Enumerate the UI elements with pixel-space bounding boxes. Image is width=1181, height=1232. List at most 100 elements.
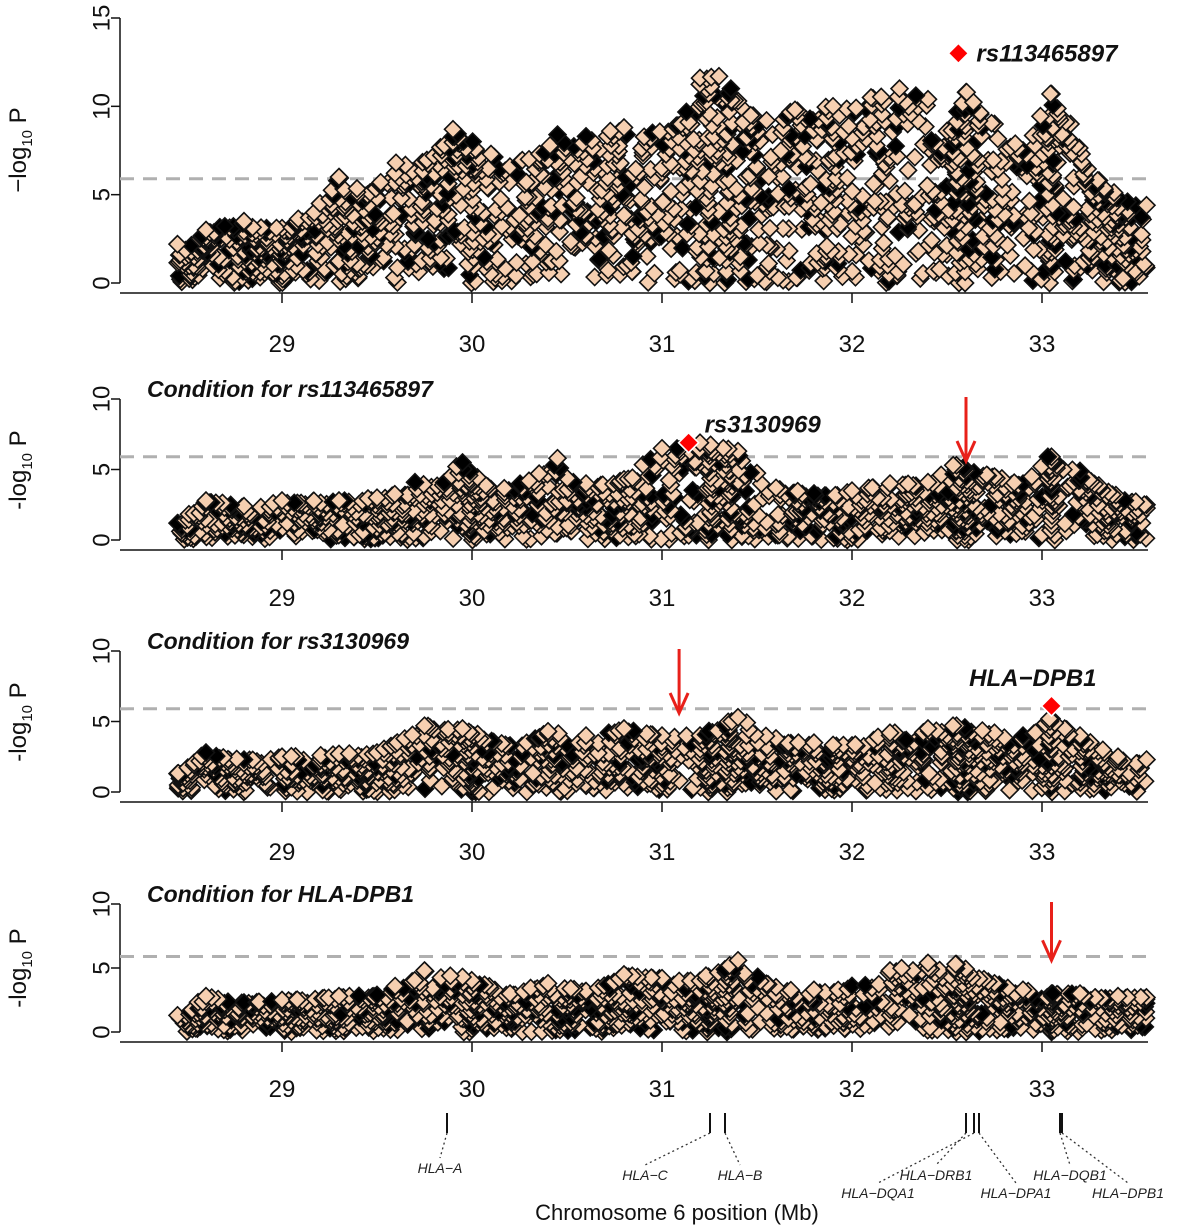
x-tick-label: 29 xyxy=(269,585,296,612)
snp-point xyxy=(1113,268,1133,289)
snp-point xyxy=(215,216,235,236)
x-tick-label: 29 xyxy=(269,839,296,866)
snp-points xyxy=(167,707,1157,802)
y-tick-label: 0 xyxy=(89,276,116,289)
snp-point xyxy=(1019,191,1040,211)
snp-point xyxy=(623,246,643,266)
y-tick-label: 0 xyxy=(89,1025,116,1038)
y-tick-label: 10 xyxy=(89,386,116,413)
peak-snp-label: rs3130969 xyxy=(705,412,822,439)
y-axis-label-end: P xyxy=(5,107,32,130)
y-tick-label: 0 xyxy=(89,533,116,546)
y-tick-label: 10 xyxy=(89,93,116,120)
x-tick-label: 29 xyxy=(269,331,296,358)
y-axis-label: −log10 P xyxy=(5,107,36,192)
snp-point xyxy=(678,214,698,234)
y-axis-label-end: P xyxy=(5,430,32,453)
snp-point xyxy=(614,205,634,225)
snp-point xyxy=(506,252,527,273)
snp-point xyxy=(631,189,651,209)
y-axis-label-main: −log xyxy=(5,147,32,193)
x-tick-label: 33 xyxy=(1029,1076,1056,1103)
snp-point xyxy=(669,260,690,280)
x-tick-label: 33 xyxy=(1029,585,1056,612)
peak-snp-marker xyxy=(1040,694,1063,718)
x-tick-label: 32 xyxy=(839,1076,866,1103)
snp-point xyxy=(1131,224,1152,245)
snp-point xyxy=(644,263,665,283)
snp-point xyxy=(637,246,657,266)
snp-points xyxy=(167,66,1157,293)
snp-point xyxy=(1021,203,1041,224)
peak-snp-label: HLA−DPB1 xyxy=(969,665,1096,692)
panel-title: Condition for rs3130969 xyxy=(147,628,409,654)
snp-point xyxy=(817,236,837,256)
x-tick-label: 32 xyxy=(839,839,866,866)
x-tick-label: 31 xyxy=(649,585,676,612)
snp-point xyxy=(922,230,942,251)
snp-point xyxy=(234,211,254,231)
y-tick-label: 0 xyxy=(89,785,116,798)
x-tick-label: 30 xyxy=(459,839,486,866)
y-tick-label: 10 xyxy=(89,638,116,665)
x-tick-label: 29 xyxy=(269,1076,296,1103)
x-tick-label: 30 xyxy=(459,585,486,612)
snp-point xyxy=(760,218,780,238)
panel-title: Condition for rs113465897 xyxy=(147,376,434,402)
y-axis-label-main: -log xyxy=(5,968,32,1008)
snp-point xyxy=(874,233,894,253)
snp-point xyxy=(717,261,737,282)
y-tick-label: 15 xyxy=(89,5,116,32)
snp-points xyxy=(167,433,1157,550)
x-tick-label: 33 xyxy=(1029,839,1056,866)
x-tick-label: 30 xyxy=(459,1076,486,1103)
snp-point xyxy=(1055,251,1076,272)
snp-point xyxy=(490,189,511,209)
snp-point xyxy=(1024,240,1044,260)
y-axis-label: -log10 P xyxy=(5,682,36,761)
snp-point xyxy=(696,261,716,281)
x-tick-label: 33 xyxy=(1029,331,1056,358)
snp-point xyxy=(266,218,287,238)
y-axis-label-end: P xyxy=(5,682,32,705)
y-axis-label: -log10 P xyxy=(5,430,36,509)
y-tick-label: 5 xyxy=(89,715,116,728)
y-axis-label-subscript: 10 xyxy=(19,951,36,968)
snp-point xyxy=(759,253,779,274)
x-tick-label: 32 xyxy=(839,331,866,358)
y-axis-label-subscript: 10 xyxy=(19,705,36,722)
snp-point xyxy=(929,259,950,279)
snp-point xyxy=(549,222,570,242)
snp-point xyxy=(522,252,543,272)
snp-point xyxy=(814,271,834,291)
y-tick-label: 10 xyxy=(89,891,116,918)
y-axis-label-end: P xyxy=(5,928,32,951)
peak-snp-marker xyxy=(947,42,970,65)
snp-point xyxy=(749,233,770,253)
snp-point xyxy=(1015,256,1035,276)
snp-point xyxy=(561,232,581,252)
snp-point xyxy=(885,246,905,266)
y-axis-label: -log10 P xyxy=(5,928,36,1007)
snp-point xyxy=(383,203,404,224)
snp-points xyxy=(167,950,1157,1042)
y-tick-label: 5 xyxy=(89,961,116,974)
snp-point xyxy=(492,216,512,236)
snp-point xyxy=(773,218,793,239)
snp-point xyxy=(1136,195,1157,215)
snp-point xyxy=(653,192,673,212)
y-axis-label-subscript: 10 xyxy=(19,453,36,470)
x-tick-label: 31 xyxy=(649,331,676,358)
snp-point xyxy=(167,234,188,254)
y-tick-label: 5 xyxy=(89,188,116,201)
y-tick-label: 5 xyxy=(89,463,116,476)
x-tick-label: 31 xyxy=(649,839,676,866)
peak-snp-label: rs113465897 xyxy=(976,40,1119,67)
snp-point xyxy=(1064,197,1084,217)
x-tick-label: 31 xyxy=(649,1076,676,1103)
